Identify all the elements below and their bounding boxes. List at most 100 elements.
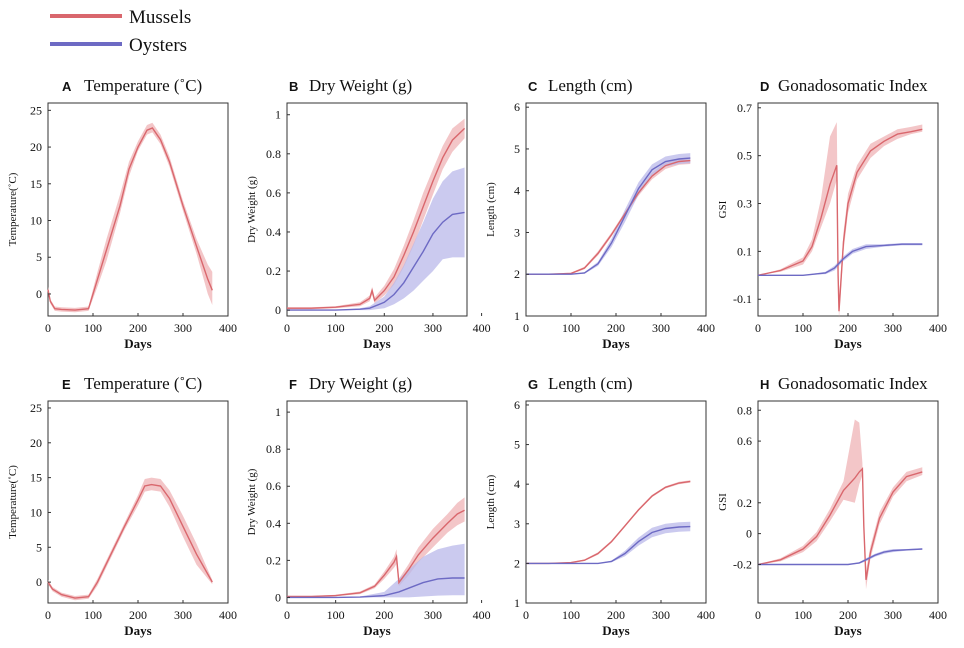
x-tick-label: 0 [284,321,290,335]
x-axis-label: Days [834,336,861,351]
y-tick-label: 10 [30,214,42,228]
band-mussels [48,477,213,601]
x-tick-label: 200 [839,321,857,335]
line-oysters [287,577,465,599]
y-tick-label: 1 [275,405,281,419]
panel-e: 0 100 200 300 400 0 5 10 15 20 25 Days Temperature(˚… [7,374,237,638]
panel-letter: B [289,79,298,94]
x-tick-label: 400 [473,321,491,335]
panel-b: 0 100 200 300 400 0 0.2 0.4 0.6 0.8 1 Days Dry Weigh… [246,76,491,351]
line-oysters [287,211,465,311]
x-tick-label: 0 [45,321,51,335]
x-tick-label: 300 [424,608,442,622]
y-tick-label: 3 [514,517,520,531]
x-tick-label: 100 [794,321,812,335]
y-tick-label: -0.2 [733,557,752,571]
panel-letter: E [62,377,71,392]
x-tick-label: 300 [884,608,902,622]
legend: Mussels Oysters [50,7,191,56]
panel-letter: C [528,79,538,94]
x-tick-label: 100 [84,321,102,335]
y-tick-label: 1 [514,309,520,323]
x-axis-label: Days [602,336,629,351]
x-tick-label: 400 [473,608,491,622]
y-tick-label: 5 [514,438,520,452]
x-tick-label: 400 [697,321,715,335]
x-axis-label: Days [602,623,629,638]
x-axis-label: Days [834,623,861,638]
panel-a: 0 100 200 300 400 0 5 10 15 20 25 Days Temperature(˚… [7,76,237,351]
y-tick-label: 0.5 [737,149,752,163]
x-tick-label: 100 [327,608,345,622]
x-axis-label: Days [124,336,151,351]
y-tick-label: 0 [36,287,42,301]
y-tick-label: 5 [36,250,42,264]
y-tick-label: 0.2 [266,553,281,567]
x-tick-label: 100 [562,321,580,335]
x-tick-label: 0 [755,321,761,335]
x-tick-label: 0 [523,608,529,622]
x-tick-label: 400 [929,608,947,622]
panel-title: Temperature (˚C) [84,374,202,393]
y-tick-label: 0.8 [266,147,281,161]
y-axis-label: Length (cm) [485,182,497,237]
y-tick-label: 0 [36,575,42,589]
line-mussels [47,483,213,599]
y-tick-label: 0.2 [737,496,752,510]
band-mussels [758,419,923,590]
legend-label-oysters: Oysters [129,35,187,56]
y-tick-label: 20 [30,436,42,450]
y-axis-label: GSI [717,493,729,511]
band-oysters [287,543,465,598]
y-tick-label: 0.3 [737,197,752,211]
x-tick-label: 300 [174,321,192,335]
x-tick-label: 100 [84,608,102,622]
y-tick-label: 25 [30,401,42,415]
y-tick-label: 10 [30,505,42,519]
x-tick-label: 200 [375,321,393,335]
y-tick-label: 2 [514,556,520,570]
plot-frame [286,400,468,604]
x-tick-label: 200 [607,321,625,335]
y-tick-label: 0.6 [266,186,281,200]
x-tick-label: 400 [219,321,237,335]
line-mussels [47,127,213,311]
y-tick-label: 0 [746,527,752,541]
y-tick-label: 5 [514,142,520,156]
x-tick-label: 200 [607,608,625,622]
band-mussels [48,122,213,313]
y-axis-label: Temperature(˚C) [7,172,19,246]
x-axis-label: Days [124,623,151,638]
line-mussels [757,467,923,581]
panel-h: 0 100 200 300 400 -0.2 0 0.2 0.6 0.8 Days GSI H Gonad… [717,374,947,638]
plot-frame [525,400,707,604]
band-oysters [526,153,691,275]
plot-frame [47,102,229,317]
y-tick-label: 0.1 [737,244,752,258]
panel-f: 0 100 200 300 400 0 0.2 0.4 0.6 0.8 1 Days Dry Weigh… [246,374,491,638]
x-tick-label: 200 [129,608,147,622]
panel-d: 0 100 200 300 400 -0.1 0.1 0.3 0.5 0.7 Days GSI D Gon… [717,76,947,351]
panel-title: Temperature (˚C) [84,76,202,95]
plot-frame [525,102,707,317]
y-tick-label: 6 [514,398,520,412]
y-tick-label: 25 [30,103,42,117]
x-tick-label: 100 [794,608,812,622]
y-tick-label: 15 [30,177,42,191]
y-tick-label: 15 [30,471,42,485]
y-tick-label: 0.6 [266,479,281,493]
panel-c: 0 100 200 300 400 1 2 3 4 5 6 Days Length (cm) C Lengt… [485,76,715,351]
y-tick-label: -0.1 [733,292,752,306]
y-tick-label: 4 [514,477,520,491]
y-tick-label: 0 [275,303,281,317]
line-oysters [526,525,691,565]
panel-title: Gonadosomatic Index [778,76,928,95]
y-tick-label: 3 [514,225,520,239]
y-tick-label: 0.8 [737,403,752,417]
plot-frame [286,102,468,317]
x-tick-label: 400 [929,321,947,335]
line-oysters [758,243,923,276]
x-axis-label: Days [363,623,390,638]
line-oysters [758,548,923,566]
y-tick-label: 6 [514,100,520,114]
